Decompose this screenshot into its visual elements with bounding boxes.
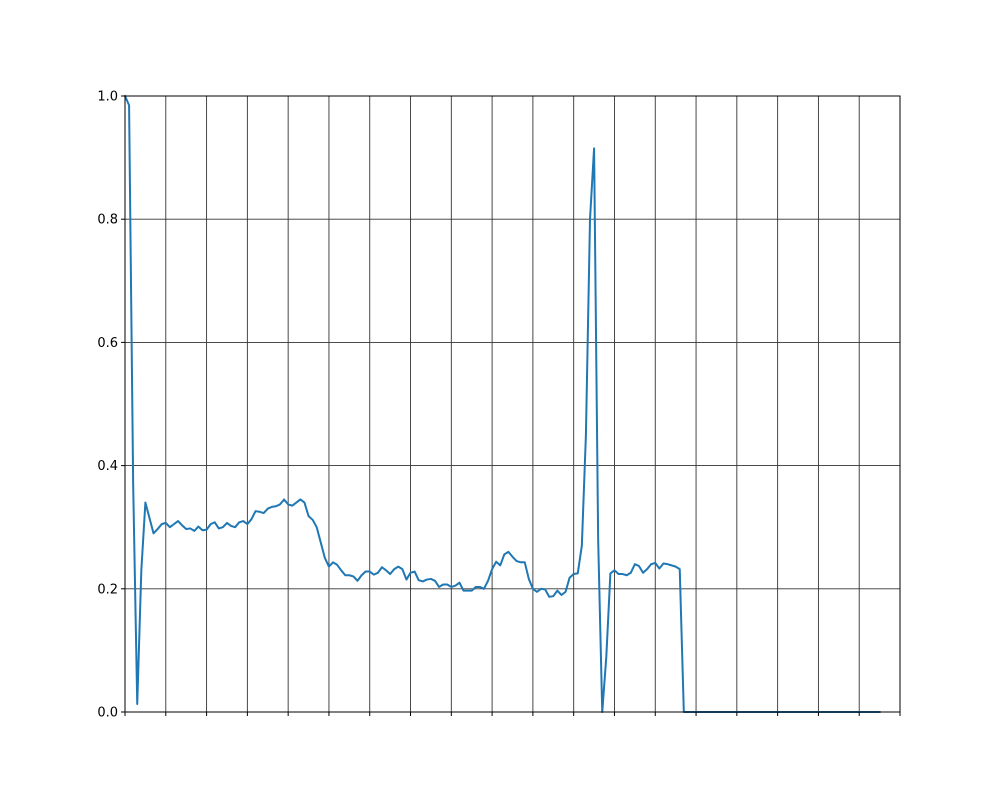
series-line: [123, 94, 881, 713]
y-tick-label: 0.2: [97, 582, 118, 597]
series-layer: [123, 94, 881, 713]
y-tick-label: 0.6: [97, 336, 118, 351]
y-tick-label: 1.0: [97, 90, 118, 105]
axes-frame: [124, 95, 901, 713]
y-tick-label: 0.4: [97, 459, 118, 474]
x-axis: [124, 712, 901, 716]
plot-area: 0.0 0.2 0.4 0.6 0.8 1.0: [97, 90, 901, 721]
axes-background: [125, 96, 900, 712]
y-tick-label: 0.8: [97, 213, 118, 228]
y-axis: 0.0 0.2 0.4 0.6 0.8 1.0: [97, 90, 125, 721]
y-tick-label: 0.0: [97, 706, 118, 721]
